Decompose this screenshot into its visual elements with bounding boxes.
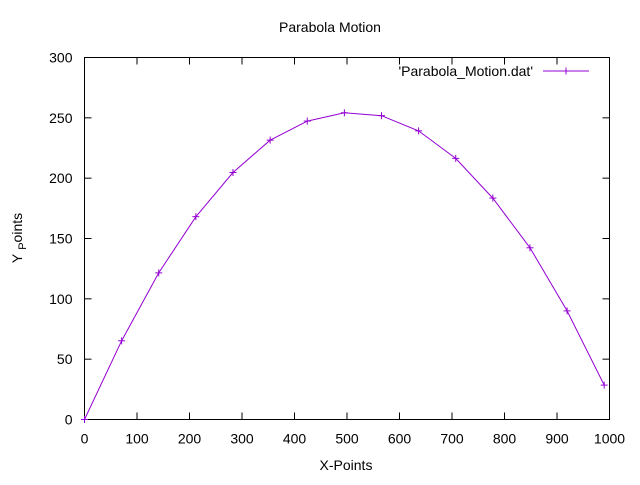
legend: 'Parabola_Motion.dat' — [398, 63, 589, 79]
data-point — [489, 194, 497, 202]
x-tick-label: 500 — [335, 431, 359, 447]
y-axis-label: YPoints — [9, 213, 29, 263]
data-point — [229, 168, 237, 176]
chart-title: Parabola Motion — [279, 19, 381, 35]
y-axis-label-sub: P — [17, 242, 29, 249]
x-axis-ticks: 0 100 200 300 400 500 600 700 800 900 1000 — [81, 57, 625, 447]
y-tick-label: 150 — [49, 231, 73, 247]
y-tick-label: 0 — [65, 412, 73, 428]
legend-marker — [562, 67, 570, 75]
data-point — [303, 117, 311, 125]
y-tick-label: 50 — [57, 351, 73, 367]
x-tick-label: 800 — [493, 431, 517, 447]
x-tick-label: 100 — [125, 431, 149, 447]
legend-label: 'Parabola_Motion.dat' — [398, 63, 533, 79]
y-tick-label: 200 — [49, 170, 73, 186]
data-point — [600, 381, 608, 389]
data-point — [192, 213, 200, 221]
data-point — [81, 416, 88, 423]
x-tick-label: 700 — [440, 431, 464, 447]
y-tick-label: 300 — [49, 50, 73, 66]
data-point — [266, 136, 274, 144]
x-tick-label: 200 — [178, 431, 202, 447]
y-axis-label-suffix: oints — [9, 213, 25, 243]
y-tick-label: 100 — [49, 291, 73, 307]
x-axis-label: X-Points — [320, 457, 373, 473]
x-tick-label: 300 — [230, 431, 254, 447]
data-point — [452, 154, 460, 162]
x-tick-label: 600 — [388, 431, 412, 447]
data-point — [526, 244, 534, 252]
data-point — [377, 112, 385, 120]
data-point — [415, 127, 423, 135]
data-point — [563, 307, 571, 315]
y-axis-label-prefix: Y — [9, 253, 25, 263]
x-tick-label: 0 — [81, 431, 89, 447]
x-tick-label: 1000 — [594, 431, 625, 447]
y-axis-ticks: 0 50 100 150 200 250 300 — [49, 50, 610, 428]
series-layer — [81, 109, 608, 423]
y-tick-label: 250 — [49, 110, 73, 126]
data-point — [118, 337, 126, 345]
plot-frame — [84, 57, 610, 420]
x-tick-label: 400 — [283, 431, 307, 447]
series-line — [84, 112, 605, 420]
data-point — [155, 269, 163, 277]
x-tick-label: 900 — [545, 431, 569, 447]
data-point — [340, 109, 348, 117]
